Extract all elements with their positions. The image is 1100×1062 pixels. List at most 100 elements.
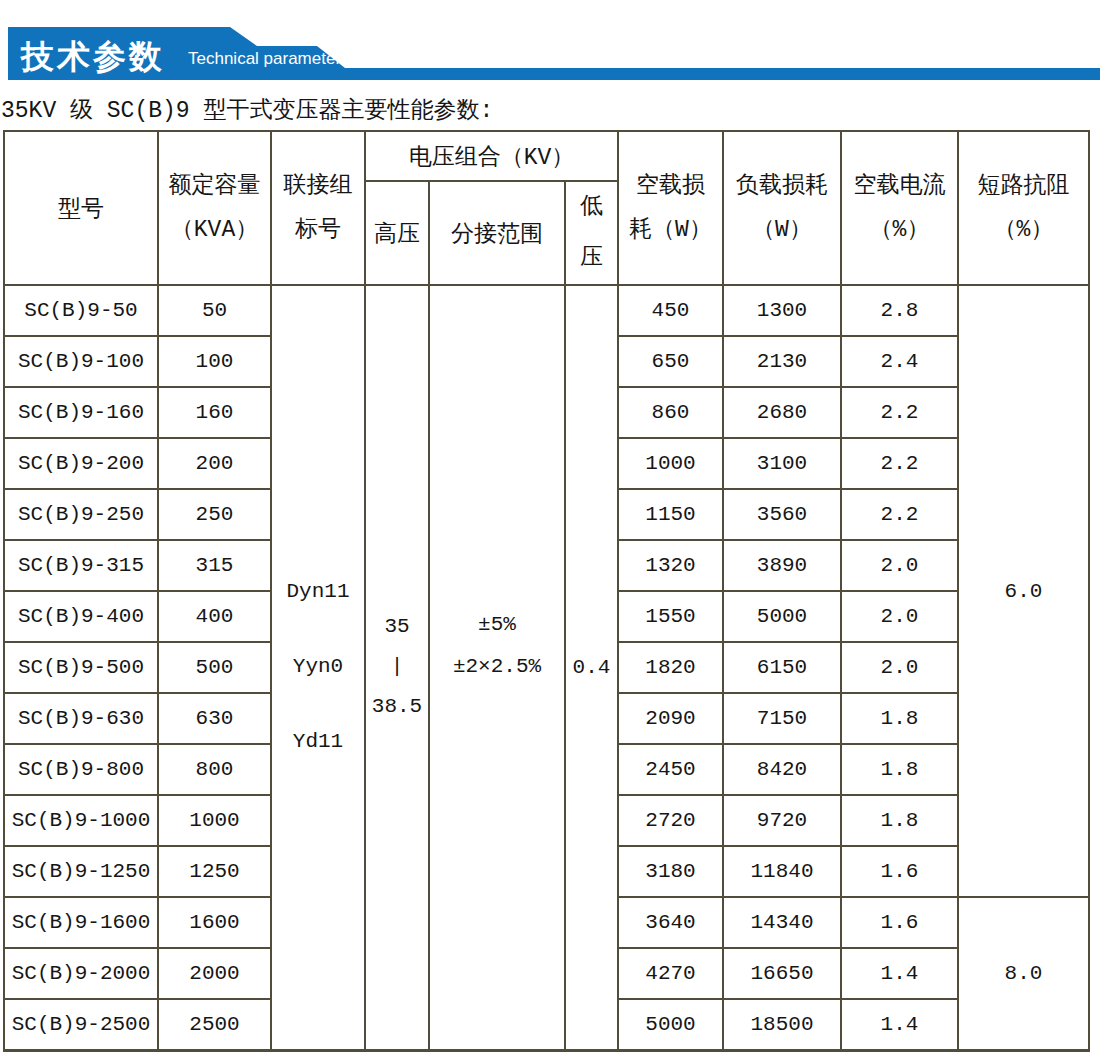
col-header-voltage-combo: 电压组合（KV） xyxy=(365,131,618,181)
page: 技术参数 Technical parameter 35KV 级 SC(B)9 型… xyxy=(0,0,1100,1062)
high-voltage-cell: 35 | 38.5 xyxy=(365,285,429,1050)
capacity-cell: 2500 xyxy=(158,999,271,1050)
no-load-current-cell: 2.2 xyxy=(841,489,958,540)
capacity-cell: 800 xyxy=(158,744,271,795)
load-loss-cell: 18500 xyxy=(723,999,841,1050)
load-loss-cell: 8420 xyxy=(723,744,841,795)
model-cell: SC(B)9-315 xyxy=(4,540,158,591)
col-header-impedance: 短路抗阻 （%） xyxy=(958,131,1089,285)
no-load-current-cell: 2.2 xyxy=(841,387,958,438)
capacity-cell: 1000 xyxy=(158,795,271,846)
model-cell: SC(B)9-500 xyxy=(4,642,158,693)
banner-ribbon-shape xyxy=(0,0,1100,92)
high-voltage-value: 38.5 xyxy=(366,694,428,720)
no-load-loss-cell: 2450 xyxy=(618,744,723,795)
no-load-current-cell: 2.8 xyxy=(841,285,958,336)
model-cell: SC(B)9-200 xyxy=(4,438,158,489)
no-load-loss-cell: 5000 xyxy=(618,999,723,1050)
high-voltage-value: 35 xyxy=(366,614,428,640)
header-line: 短路抗阻 xyxy=(959,164,1088,208)
capacity-cell: 400 xyxy=(158,591,271,642)
col-header-load-loss: 负载损耗 （W） xyxy=(723,131,841,285)
header-line: 耗（W） xyxy=(619,208,722,252)
col-header-no-load-loss: 空载损 耗（W） xyxy=(618,131,723,285)
col-header-model: 型号 xyxy=(4,131,158,285)
header-line: 低 xyxy=(566,182,617,233)
load-loss-cell: 3560 xyxy=(723,489,841,540)
vector-group-cell: Dyn11 Yyn0 Yd11 xyxy=(271,285,365,1050)
header-line: 空载电流 xyxy=(842,164,957,208)
no-load-current-cell: 2.4 xyxy=(841,336,958,387)
model-cell: SC(B)9-2000 xyxy=(4,948,158,999)
no-load-current-cell: 1.8 xyxy=(841,795,958,846)
table-row: SC(B)9-50 50 Dyn11 Yyn0 Yd11 35 | 38.5 xyxy=(4,285,1089,336)
no-load-current-cell: 1.8 xyxy=(841,744,958,795)
capacity-cell: 2000 xyxy=(158,948,271,999)
no-load-loss-cell: 1150 xyxy=(618,489,723,540)
header-line: 压 xyxy=(566,233,617,284)
header-line: （%） xyxy=(842,208,957,252)
capacity-cell: 500 xyxy=(158,642,271,693)
tap-range-cell: ±5% ±2×2.5% xyxy=(429,285,565,1050)
tap-range-value: ±2×2.5% xyxy=(430,654,564,680)
model-cell: SC(B)9-800 xyxy=(4,744,158,795)
model-cell: SC(B)9-400 xyxy=(4,591,158,642)
vector-group-value: Yd11 xyxy=(272,729,364,755)
model-cell: SC(B)9-630 xyxy=(4,693,158,744)
load-loss-cell: 9720 xyxy=(723,795,841,846)
load-loss-cell: 16650 xyxy=(723,948,841,999)
header-line: （%） xyxy=(959,208,1088,252)
col-header-high-voltage: 高压 xyxy=(365,181,429,285)
header-line: 空载损 xyxy=(619,164,722,208)
no-load-loss-cell: 860 xyxy=(618,387,723,438)
no-load-loss-cell: 3640 xyxy=(618,897,723,948)
model-cell: SC(B)9-50 xyxy=(4,285,158,336)
impedance-cell: 8.0 xyxy=(958,897,1089,1050)
load-loss-cell: 2680 xyxy=(723,387,841,438)
model-cell: SC(B)9-1000 xyxy=(4,795,158,846)
load-loss-cell: 5000 xyxy=(723,591,841,642)
tap-range-value: ±5% xyxy=(430,612,564,638)
no-load-loss-cell: 450 xyxy=(618,285,723,336)
load-loss-cell: 6150 xyxy=(723,642,841,693)
banner-subtitle: Technical parameter xyxy=(188,50,341,67)
col-header-tap-range: 分接范围 xyxy=(429,181,565,285)
no-load-loss-cell: 2090 xyxy=(618,693,723,744)
model-cell: SC(B)9-1600 xyxy=(4,897,158,948)
col-header-low-voltage: 低 压 xyxy=(565,181,618,285)
no-load-current-cell: 2.0 xyxy=(841,540,958,591)
no-load-loss-cell: 3180 xyxy=(618,846,723,897)
model-cell: SC(B)9-250 xyxy=(4,489,158,540)
header-row-1: 型号 额定容量 （KVA） 联接组 标号 电压组合（KV） 空载损 耗（W） 负… xyxy=(4,131,1089,181)
high-voltage-value: | xyxy=(366,654,428,680)
model-cell: SC(B)9-1250 xyxy=(4,846,158,897)
capacity-cell: 50 xyxy=(158,285,271,336)
capacity-cell: 630 xyxy=(158,693,271,744)
no-load-loss-cell: 2720 xyxy=(618,795,723,846)
capacity-cell: 160 xyxy=(158,387,271,438)
header-line: 负载损耗 xyxy=(724,164,840,208)
no-load-loss-cell: 1320 xyxy=(618,540,723,591)
no-load-loss-cell: 1000 xyxy=(618,438,723,489)
model-cell: SC(B)9-2500 xyxy=(4,999,158,1050)
load-loss-cell: 1300 xyxy=(723,285,841,336)
header-line: （KVA） xyxy=(159,208,270,252)
load-loss-cell: 3100 xyxy=(723,438,841,489)
header-line: 额定容量 xyxy=(159,164,270,208)
model-cell: SC(B)9-100 xyxy=(4,336,158,387)
load-loss-cell: 14340 xyxy=(723,897,841,948)
low-voltage-cell: 0.4 xyxy=(565,285,618,1050)
no-load-current-cell: 2.2 xyxy=(841,438,958,489)
no-load-current-cell: 2.0 xyxy=(841,642,958,693)
header-line: 联接组 xyxy=(272,164,364,208)
capacity-cell: 250 xyxy=(158,489,271,540)
vector-group-value: Dyn11 xyxy=(272,579,364,605)
impedance-cell: 6.0 xyxy=(958,285,1089,897)
no-load-current-cell: 2.0 xyxy=(841,591,958,642)
capacity-cell: 1250 xyxy=(158,846,271,897)
no-load-current-cell: 1.8 xyxy=(841,693,958,744)
banner-title: 技术参数 xyxy=(21,40,165,73)
load-loss-cell: 2130 xyxy=(723,336,841,387)
col-header-no-load-current: 空载电流 （%） xyxy=(841,131,958,285)
capacity-cell: 100 xyxy=(158,336,271,387)
